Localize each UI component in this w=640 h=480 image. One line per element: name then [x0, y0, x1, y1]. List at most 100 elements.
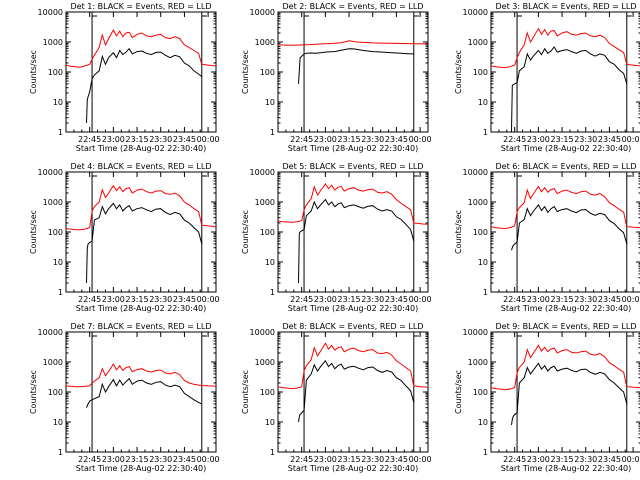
y-tick-label: 10000: [250, 8, 275, 17]
plot-frame: [277, 331, 429, 453]
x-tick-label: 23:00: [527, 295, 550, 304]
x-tick-label: 22:45: [290, 295, 313, 304]
x-tick-label: 23:00: [314, 455, 337, 464]
x-tick-label: 23:00: [102, 295, 125, 304]
x-tick-label: 00:00: [197, 295, 220, 304]
x-tick-label: 22:45: [78, 295, 101, 304]
x-tick-label: 23:45: [173, 295, 196, 304]
plot-frame: [65, 331, 217, 453]
x-tick-label: 23:00: [314, 135, 337, 144]
x-tick-label: 22:45: [78, 135, 101, 144]
y-tick-label: 10: [53, 98, 63, 107]
x-tick-label: 00:00: [409, 455, 432, 464]
y-tick-label: 100: [48, 228, 63, 237]
x-axis-label: Start Time (28-Aug-02 22:30:40): [76, 304, 207, 313]
y-tick-label: 10: [265, 258, 275, 267]
x-tick-label: 23:45: [173, 135, 196, 144]
x-tick-label: 23:45: [173, 455, 196, 464]
series-events-line: [86, 202, 203, 284]
y-tick-label: 10: [53, 418, 63, 427]
chart-title: Det 5: BLACK = Events, RED = LLD: [283, 162, 424, 171]
x-tick-label: 23:15: [338, 135, 361, 144]
y-tick-label: 1: [270, 448, 275, 457]
x-tick-label: 22:45: [503, 295, 526, 304]
x-axis-label: Start Time (28-Aug-02 22:30:40): [288, 464, 419, 473]
y-tick-label: 1000: [43, 198, 63, 207]
x-tick-label: 23:00: [102, 455, 125, 464]
y-tick-label: 10000: [463, 8, 488, 17]
x-tick-label: 23:15: [338, 295, 361, 304]
y-tick-label: 10: [53, 258, 63, 267]
y-tick-label: 10000: [38, 8, 63, 17]
y-tick-label: 10000: [38, 328, 63, 337]
chart-title: Det 1: BLACK = Events, RED = LLD: [71, 2, 212, 11]
series-lld-line: [65, 184, 217, 231]
x-tick-label: 23:45: [598, 135, 621, 144]
plot-frame: [65, 11, 217, 133]
y-tick-label: 10000: [250, 168, 275, 177]
x-tick-label: 23:15: [126, 295, 149, 304]
x-axis-label: Start Time (28-Aug-02 22:30:40): [501, 304, 632, 313]
x-tick-label: 23:15: [551, 455, 574, 464]
y-axis-label: Counts/sec: [454, 370, 463, 414]
series-lld-line: [277, 342, 429, 390]
y-tick-label: 1: [270, 288, 275, 297]
x-tick-label: 00:00: [197, 135, 220, 144]
y-axis-label: Counts/sec: [241, 370, 250, 414]
x-tick-label: 22:45: [290, 455, 313, 464]
x-tick-label: 23:00: [527, 135, 550, 144]
plot-frame: [65, 171, 217, 293]
x-tick-label: 23:30: [574, 455, 597, 464]
x-tick-label: 23:00: [314, 295, 337, 304]
x-tick-label: 23:30: [149, 295, 172, 304]
y-axis-label: Counts/sec: [241, 210, 250, 254]
y-tick-label: 1000: [468, 358, 488, 367]
x-tick-label: 23:30: [574, 135, 597, 144]
y-axis-label: Counts/sec: [454, 210, 463, 254]
series-events-line: [298, 359, 415, 423]
y-tick-label: 100: [260, 228, 275, 237]
chart-panel-4: Det 4: BLACK = Events, RED = LLD Counts/s…: [29, 162, 220, 313]
x-axis-label: Start Time (28-Aug-02 22:30:40): [288, 304, 419, 313]
x-tick-label: 23:45: [598, 295, 621, 304]
y-tick-label: 1: [270, 128, 275, 137]
y-tick-label: 10: [478, 98, 488, 107]
x-tick-label: 00:00: [409, 295, 432, 304]
y-axis-label: Counts/sec: [29, 210, 38, 254]
series-events-line: [511, 203, 628, 251]
x-tick-label: 23:15: [338, 455, 361, 464]
x-axis-label: Start Time (28-Aug-02 22:30:40): [501, 144, 632, 153]
y-axis-label: Counts/sec: [241, 50, 250, 94]
chart-panel-7: Det 7: BLACK = Events, RED = LLD Counts/s…: [29, 322, 220, 473]
plot-frame: [277, 11, 429, 133]
y-tick-label: 10000: [463, 328, 488, 337]
y-tick-label: 10: [478, 258, 488, 267]
x-axis-label: Start Time (28-Aug-02 22:30:40): [76, 144, 207, 153]
chart-title: Det 8: BLACK = Events, RED = LLD: [283, 322, 424, 331]
series-events-line: [298, 198, 415, 284]
y-tick-label: 1000: [43, 358, 63, 367]
chart-title: Det 3: BLACK = Events, RED = LLD: [496, 2, 637, 11]
y-tick-label: 1000: [255, 38, 275, 47]
x-tick-label: 23:45: [598, 455, 621, 464]
chart-panel-1: Det 1: BLACK = Events, RED = LLD Counts/s…: [29, 2, 220, 153]
x-tick-label: 23:00: [102, 135, 125, 144]
x-tick-label: 23:15: [551, 135, 574, 144]
series-events-line: [298, 48, 414, 84]
series-lld-line: [65, 363, 217, 388]
x-tick-label: 23:30: [149, 135, 172, 144]
y-tick-label: 1: [483, 448, 488, 457]
y-tick-label: 1000: [255, 358, 275, 367]
y-tick-label: 10: [478, 418, 488, 427]
x-axis-label: Start Time (28-Aug-02 22:30:40): [76, 464, 207, 473]
chart-title: Det 2: BLACK = Events, RED = LLD: [283, 2, 424, 11]
chart-title: Det 4: BLACK = Events, RED = LLD: [71, 162, 212, 171]
chart-panel-3: Det 3: BLACK = Events, RED = LLD Counts/s…: [454, 2, 640, 153]
y-tick-label: 100: [473, 388, 488, 397]
x-tick-label: 22:45: [503, 135, 526, 144]
chart-title: Det 9: BLACK = Events, RED = LLD: [496, 322, 637, 331]
y-tick-label: 100: [473, 68, 488, 77]
x-tick-label: 23:30: [149, 455, 172, 464]
chart-title: Det 6: BLACK = Events, RED = LLD: [496, 162, 637, 171]
